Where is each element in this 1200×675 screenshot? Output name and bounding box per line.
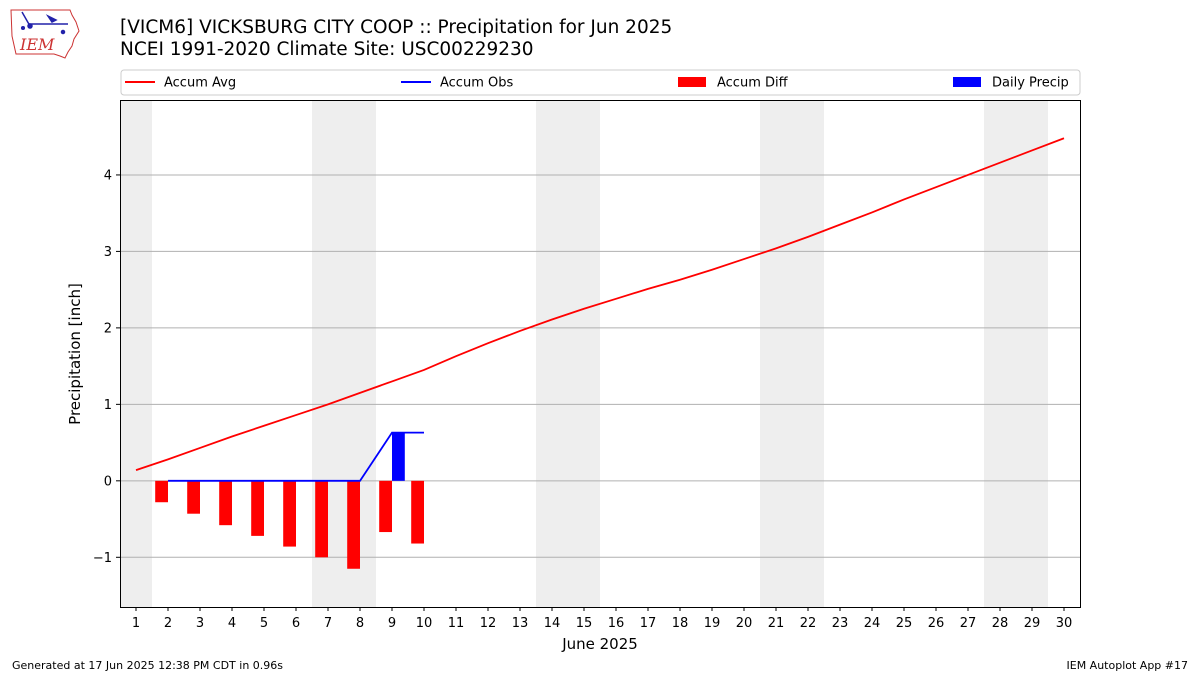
y-tick-label: −1 [93, 551, 112, 566]
x-tick-label: 17 [640, 616, 657, 631]
weekend-band [568, 100, 600, 607]
footer-app-label: IEM Autoplot App #17 [1066, 659, 1189, 672]
y-tick-label: 2 [104, 321, 112, 336]
x-tick-label: 4 [228, 616, 236, 631]
x-tick-label: 19 [704, 616, 721, 631]
legend-label-accum-avg: Accum Avg [164, 76, 236, 91]
x-tick-label: 27 [960, 616, 977, 631]
x-tick-label: 7 [324, 616, 332, 631]
line-series [135, 137, 1065, 482]
legend-label-accum-diff: Accum Diff [717, 76, 789, 91]
accum-diff-bar [155, 480, 168, 503]
x-tick-label: 6 [292, 616, 300, 631]
iowa-state-outline [10, 9, 80, 59]
accum-diff-bar [283, 480, 296, 547]
weekend-band [760, 100, 792, 607]
y-axis-label: Precipitation [inch] [66, 283, 84, 425]
legend-swatch-accum-diff [678, 77, 706, 87]
weekend-band [120, 100, 152, 607]
plot-frame [120, 100, 1081, 608]
x-tick-label: 8 [356, 616, 364, 631]
x-tick-label: 10 [416, 616, 433, 631]
x-tick-label: 3 [196, 616, 204, 631]
x-tick-label: 22 [800, 616, 817, 631]
accum-diff-bar [379, 480, 392, 533]
x-tick-label: 21 [768, 616, 785, 631]
x-tick-label: 24 [864, 616, 881, 631]
y-axis: −1 0 1 2 3 4 [93, 168, 120, 566]
accum-diff-bar [251, 480, 264, 536]
legend-swatch-daily-precip [953, 77, 981, 87]
x-tick-label: 2 [164, 616, 172, 631]
x-tick-label: 1 [132, 616, 140, 631]
x-tick-label: 29 [1024, 616, 1041, 631]
legend-item-daily-precip: Daily Precip [953, 76, 1069, 91]
x-tick-label: 12 [480, 616, 497, 631]
x-tick-label: 26 [928, 616, 945, 631]
x-tick-label: 15 [576, 616, 593, 631]
logo-text: IEM [19, 35, 55, 54]
bar-series [155, 432, 424, 569]
x-tick-label: 5 [260, 616, 268, 631]
x-tick-label: 14 [544, 616, 561, 631]
x-tick-label: 30 [1056, 616, 1073, 631]
accum-diff-bar [219, 480, 232, 526]
x-tick-label: 9 [388, 616, 396, 631]
accum-diff-bar [347, 480, 360, 569]
legend-item-accum-obs: Accum Obs [401, 76, 513, 91]
x-tick-label: 18 [672, 616, 689, 631]
legend: Accum Avg Accum Obs Accum Diff Daily Pre… [120, 69, 1081, 96]
x-tick-label: 11 [448, 616, 465, 631]
weekend-band [984, 100, 1016, 607]
x-axis-label: June 2025 [561, 635, 638, 653]
legend-frame [120, 69, 1081, 96]
x-tick-label: 23 [832, 616, 849, 631]
accum-diff-bar [411, 480, 424, 544]
y-tick-label: 4 [104, 168, 112, 183]
y-gridlines [120, 174, 1080, 558]
x-tick-label: 13 [512, 616, 529, 631]
y-tick-label: 3 [104, 245, 112, 260]
iem-logo: IEM [10, 9, 80, 59]
daily-precip-bar [392, 432, 405, 481]
chart-title: [VICM6] VICKSBURG CITY COOP :: Precipita… [120, 17, 673, 38]
accum-diff-bar [187, 480, 200, 514]
legend-item-accum-diff: Accum Diff [678, 76, 789, 91]
legend-label-accum-obs: Accum Obs [440, 76, 513, 91]
y-tick-label: 0 [104, 474, 112, 489]
weekend-band [536, 100, 568, 607]
legend-item-accum-avg: Accum Avg [125, 76, 236, 91]
accum-diff-bar [315, 480, 328, 558]
x-tick-label: 28 [992, 616, 1009, 631]
weekend-band [1016, 100, 1048, 607]
legend-label-daily-precip: Daily Precip [992, 76, 1069, 91]
chart-subtitle: NCEI 1991-2020 Climate Site: USC00229230 [120, 39, 534, 60]
x-axis: 1 2 3 4 5 6 7 8 9 10 11 12 13 14 15 16 17 18 19 20 21 22 23 24 2… [132, 607, 1072, 631]
x-tick-label: 20 [736, 616, 753, 631]
y-tick-label: 1 [104, 398, 112, 413]
weekend-band [792, 100, 824, 607]
x-tick-label: 25 [896, 616, 913, 631]
x-tick-label: 16 [608, 616, 625, 631]
footer-generated-text: Generated at 17 Jun 2025 12:38 PM CDT in… [12, 659, 284, 672]
accum-obs-line [168, 431, 424, 482]
accum-avg-line [135, 137, 1065, 471]
weather-station-icon [20, 11, 68, 35]
